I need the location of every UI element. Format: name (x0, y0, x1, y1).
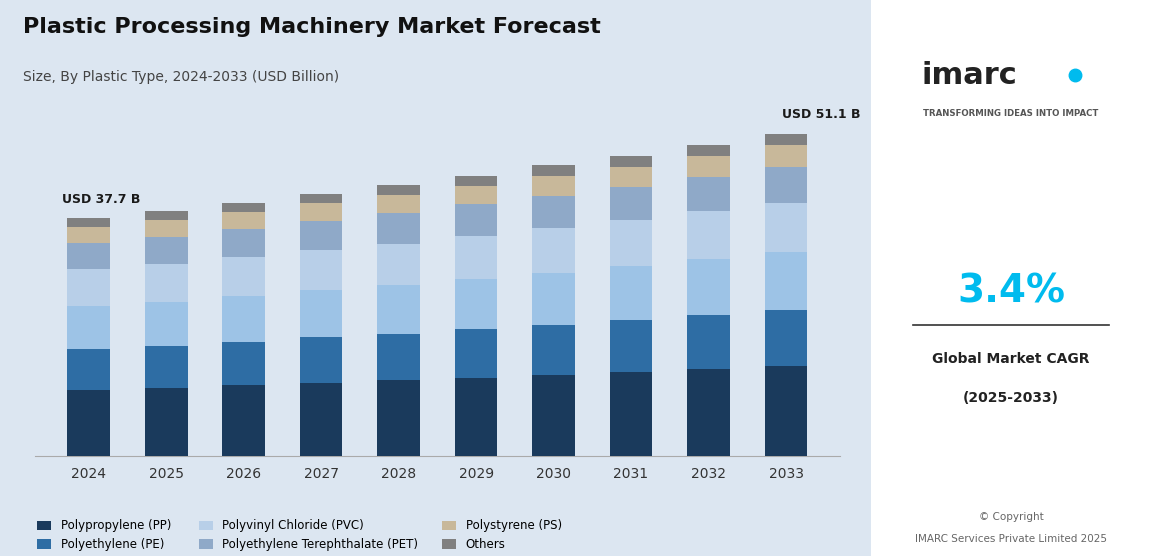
Bar (300, 290, 343, 337)
Bar (532, 228, 574, 272)
Bar (68, 270, 110, 306)
Bar (532, 272, 574, 325)
Bar (222, 229, 265, 257)
Text: © Copyright: © Copyright (978, 512, 1044, 522)
Bar (300, 250, 343, 290)
Bar (687, 145, 730, 156)
Bar (532, 176, 574, 196)
Bar (764, 145, 807, 167)
Bar (378, 380, 420, 456)
Bar (145, 346, 188, 388)
Bar (687, 315, 730, 369)
Bar (222, 342, 265, 385)
Bar (145, 211, 188, 220)
Bar (222, 385, 265, 456)
Bar (610, 156, 653, 167)
Bar (532, 325, 574, 375)
Bar (300, 383, 343, 456)
Bar (610, 266, 653, 320)
Text: USD 51.1 B: USD 51.1 B (783, 108, 861, 121)
Bar (68, 390, 110, 456)
Bar (687, 369, 730, 456)
Bar (532, 375, 574, 456)
Bar (610, 372, 653, 456)
Bar (532, 196, 574, 228)
Bar (222, 296, 265, 342)
Bar (764, 134, 807, 145)
Bar (455, 378, 497, 456)
Text: 3.4%: 3.4% (958, 273, 1065, 311)
Text: Global Market CAGR: Global Market CAGR (932, 351, 1090, 366)
Bar (687, 156, 730, 177)
Text: TRANSFORMING IDEAS INTO IMPACT: TRANSFORMING IDEAS INTO IMPACT (923, 110, 1099, 118)
Bar (145, 264, 188, 301)
Bar (764, 252, 807, 310)
Bar (687, 211, 730, 259)
Bar (764, 366, 807, 456)
Bar (378, 244, 420, 285)
Bar (222, 202, 265, 212)
Bar (610, 320, 653, 372)
Bar (300, 203, 343, 221)
Bar (145, 220, 188, 237)
Bar (687, 177, 730, 211)
Bar (145, 388, 188, 456)
Bar (378, 334, 420, 380)
Bar (455, 236, 497, 279)
Bar (300, 194, 343, 203)
Bar (455, 279, 497, 329)
Bar (455, 329, 497, 378)
Text: Plastic Processing Machinery Market Forecast: Plastic Processing Machinery Market Fore… (23, 17, 601, 37)
Bar (532, 166, 574, 176)
Bar (378, 285, 420, 334)
Bar (68, 349, 110, 390)
Bar (300, 221, 343, 250)
Text: IMARC Services Private Limited 2025: IMARC Services Private Limited 2025 (915, 534, 1107, 544)
Bar (378, 195, 420, 214)
Bar (300, 337, 343, 383)
Bar (68, 227, 110, 243)
Text: Size, By Plastic Type, 2024-2033 (USD Billion): Size, By Plastic Type, 2024-2033 (USD Bi… (23, 70, 340, 83)
Bar (222, 212, 265, 229)
Bar (378, 185, 420, 195)
Bar (455, 205, 497, 236)
Bar (764, 310, 807, 366)
Bar (764, 202, 807, 252)
Text: USD 37.7 B: USD 37.7 B (62, 193, 140, 206)
Legend: Polypropylene (PP), Polyethylene (PE), Polyurethane (PUR), Polyvinyl Chloride (P: Polypropylene (PP), Polyethylene (PE), P… (32, 515, 566, 556)
Bar (610, 220, 653, 266)
Bar (145, 301, 188, 346)
Bar (610, 187, 653, 220)
Text: imarc: imarc (922, 61, 1017, 90)
Bar (455, 176, 497, 186)
Bar (68, 219, 110, 227)
Bar (378, 214, 420, 244)
Bar (610, 167, 653, 187)
Bar (687, 259, 730, 315)
Bar (68, 306, 110, 349)
Bar (68, 243, 110, 270)
Bar (145, 237, 188, 264)
Bar (222, 257, 265, 296)
Bar (764, 167, 807, 202)
Bar (455, 186, 497, 205)
Text: (2025-2033): (2025-2033) (963, 390, 1059, 405)
